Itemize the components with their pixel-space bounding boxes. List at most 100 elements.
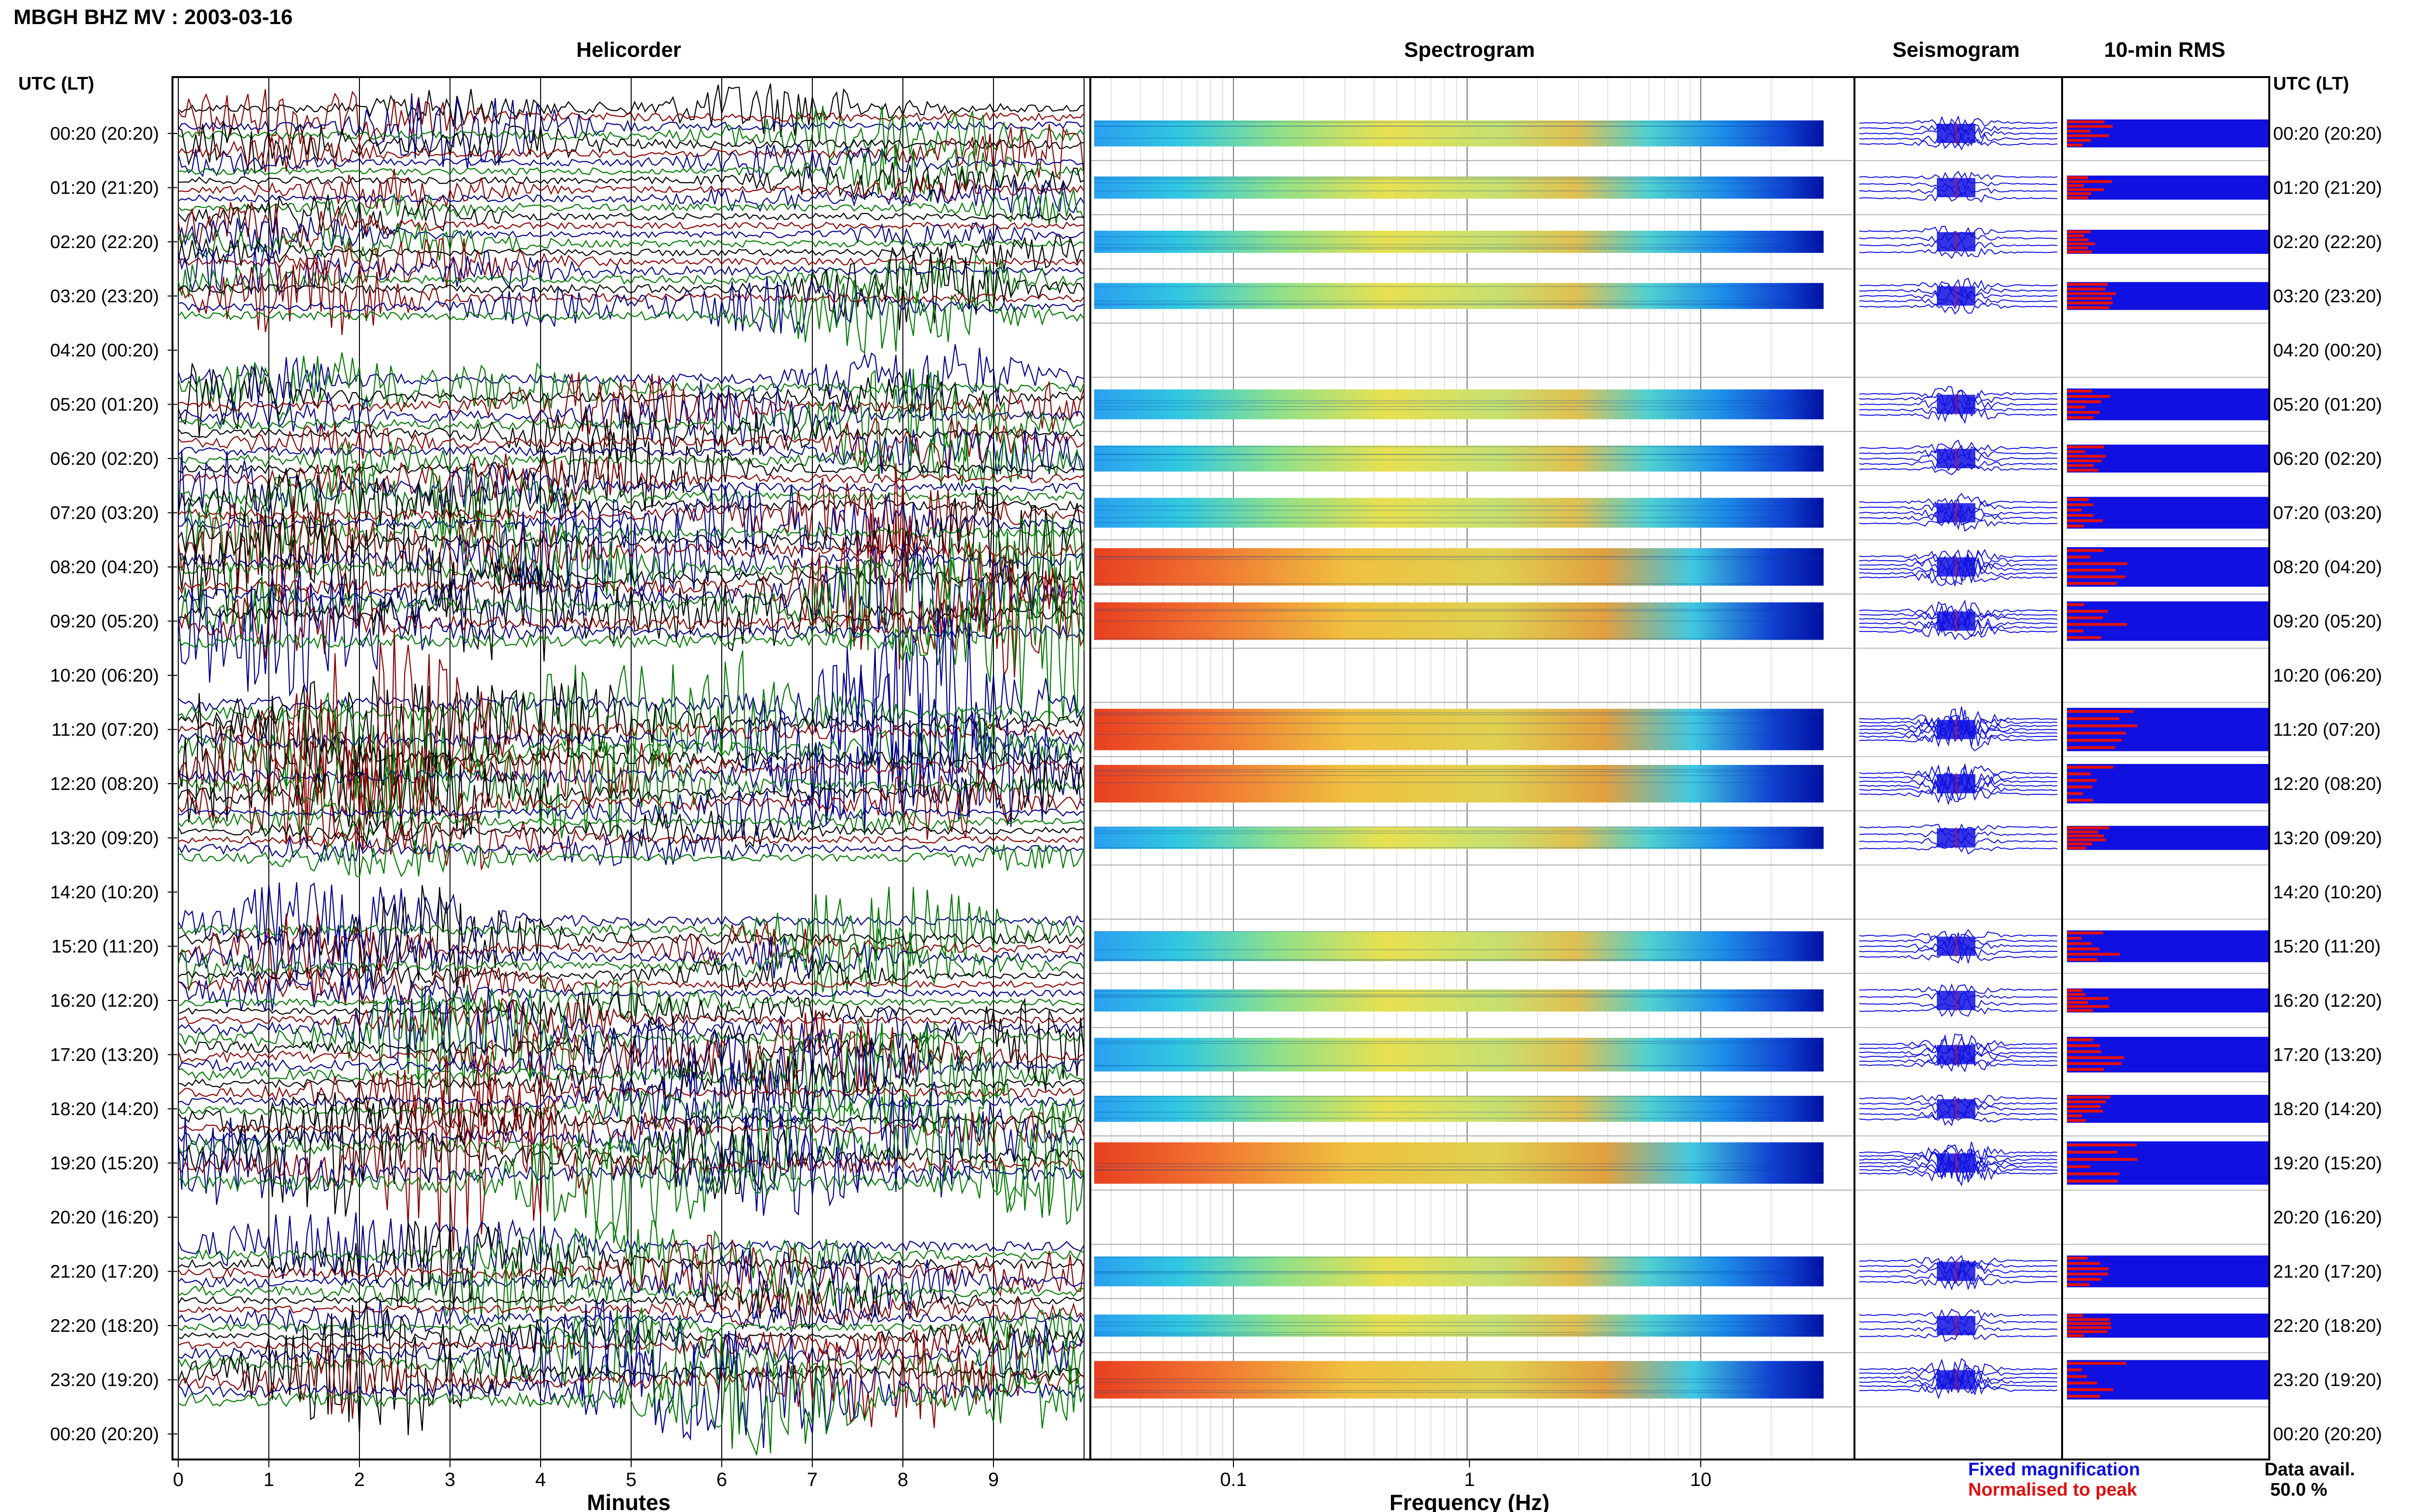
spectrogram-band	[1094, 389, 1824, 420]
spectrogram-band	[1094, 1256, 1824, 1287]
rms-bar-normalised	[2067, 630, 2084, 632]
helicorder-trace	[178, 542, 1085, 638]
time-label-left: 15:20 (11:20)	[52, 937, 159, 957]
rms-bar-normalised	[2067, 1267, 2109, 1270]
time-label-left: 00:20 (20:20)	[50, 1424, 159, 1445]
rms-bar-normalised	[2067, 717, 2119, 720]
helicorder-trace	[177, 468, 1085, 538]
time-label-left: 19:20 (15:20)	[50, 1154, 159, 1174]
seismogram-trace	[1859, 1255, 2058, 1270]
helicorder-trace	[178, 913, 1085, 986]
seismogram-trace	[1859, 1308, 2058, 1321]
helicorder-trace	[178, 828, 1085, 867]
time-label-right: 21:20 (17:20)	[2273, 1262, 2382, 1282]
rms-bar-normalised	[2067, 1172, 2120, 1175]
helicorder-trace	[177, 202, 1085, 250]
seismogram-trace	[1859, 171, 2058, 184]
rms-bar-fixed	[2067, 1360, 2269, 1400]
helicorder-trace	[178, 1081, 1085, 1197]
spectrogram-band	[1094, 931, 1824, 961]
seismogram-trace	[1859, 458, 2058, 472]
time-label-left: 04:20 (00:20)	[50, 341, 159, 361]
helicorder-trace	[177, 144, 1085, 180]
time-label-right: 20:20 (16:20)	[2273, 1208, 2382, 1228]
rms-bar-normalised	[2067, 503, 2093, 506]
seismogram-trace	[1859, 1097, 2058, 1109]
rms-bar-normalised	[2067, 469, 2099, 472]
minutes-axis: 0 1 2 3 4 5 6 7 8 9	[173, 1459, 999, 1490]
rms-bar-normalised	[2067, 450, 2085, 453]
rms-bar-fixed	[2067, 175, 2269, 200]
frequency-axis: 0.1 1 10	[1220, 1459, 1711, 1490]
rms-bar-normalised	[2067, 842, 2092, 845]
seismogram-trace	[1859, 115, 2058, 132]
rms-bar-normalised	[2067, 1375, 2087, 1378]
seismogram-trace	[1859, 1162, 2058, 1187]
helicorder-trace	[178, 749, 1085, 851]
rms-bar-normalised	[2067, 1278, 2101, 1281]
rms-bar-normalised	[2067, 785, 2092, 789]
helicorder-trace	[178, 486, 1085, 594]
rms-bar-normalised	[2067, 1314, 2083, 1317]
time-label-left: 23:20 (19:20)	[50, 1370, 159, 1391]
helicorder-trace	[177, 1212, 1085, 1281]
minute-tick-label: 9	[988, 1469, 999, 1490]
rms-bar-normalised	[2067, 1273, 2108, 1275]
rms-bar-fixed	[2067, 764, 2269, 803]
helicorder-trace	[178, 513, 1085, 624]
helicorder-trace	[177, 502, 1085, 565]
helicorder-trace	[178, 560, 1085, 726]
helicorder-trace	[178, 105, 1085, 166]
rms-bar-normalised	[2067, 459, 2102, 462]
helicorder-trace	[178, 179, 1085, 219]
rms-bar-normalised	[2067, 746, 2115, 749]
helicorder-trace	[178, 428, 1085, 512]
rms-bar-normalised	[2067, 942, 2091, 945]
rms-bar-normalised	[2067, 1009, 2093, 1012]
time-label-right: 07:20 (03:20)	[2273, 503, 2382, 524]
helicorder-trace	[177, 556, 1085, 663]
rms-bar-normalised	[2067, 549, 2104, 552]
rms-bar-normalised	[2067, 130, 2091, 133]
spectrogram-band	[1094, 1096, 1824, 1122]
rms-bar-normalised	[2067, 1105, 2101, 1108]
helicorder-trace	[177, 496, 1085, 605]
helicorder-trace	[178, 460, 1085, 536]
seismogram-trace	[1859, 1056, 2058, 1072]
rms-bar-normalised	[2067, 514, 2093, 517]
spectrogram-band	[1094, 827, 1824, 849]
rms-frame	[2061, 76, 2270, 1460]
seismogram-trace	[1859, 277, 2058, 293]
time-label-left: 13:20 (09:20)	[50, 828, 159, 849]
seismogram-trace	[1859, 389, 2058, 409]
seismogram-trace	[1859, 786, 2058, 806]
time-label-right: 00:20 (20:20)	[2273, 1424, 2382, 1445]
helicorder-trace	[178, 977, 1085, 1026]
rms-bar-normalised	[2067, 1100, 2106, 1104]
time-label-left: 12:20 (08:20)	[50, 774, 159, 794]
rms-bar-normalised	[2067, 555, 2091, 559]
time-label-left: 02:20 (22:20)	[50, 232, 159, 252]
helicorder-trace	[177, 1301, 1085, 1435]
seismogram-trace	[1859, 493, 2058, 509]
seismogram-trace	[1859, 1109, 2058, 1121]
time-label-right: 08:20 (04:20)	[2273, 557, 2382, 578]
helicorder-trace	[177, 922, 1085, 990]
rms-bar-normalised	[2067, 724, 2138, 727]
helicorder-trace	[178, 1220, 1085, 1288]
rms-bar-normalised	[2067, 234, 2084, 237]
rms-bar-normalised	[2067, 1318, 2110, 1321]
rms-bar-normalised	[2067, 498, 2089, 501]
rms-bar-fixed	[2067, 1255, 2269, 1288]
time-label-left: 22:20 (18:20)	[50, 1316, 159, 1336]
minute-tick-label: 6	[716, 1469, 727, 1490]
seismogram-trace	[1859, 248, 2058, 259]
rms-bar-fixed	[2067, 547, 2269, 587]
rms-bar-normalised	[2067, 1050, 2102, 1053]
time-label-right: 23:20 (19:20)	[2273, 1370, 2382, 1391]
helicorder-trace	[178, 83, 1085, 137]
helicorder-trace	[178, 811, 1085, 870]
helicorder-trace	[178, 93, 1085, 169]
rms-bar-normalised	[2067, 1158, 2138, 1161]
helicorder-trace	[178, 609, 1085, 794]
